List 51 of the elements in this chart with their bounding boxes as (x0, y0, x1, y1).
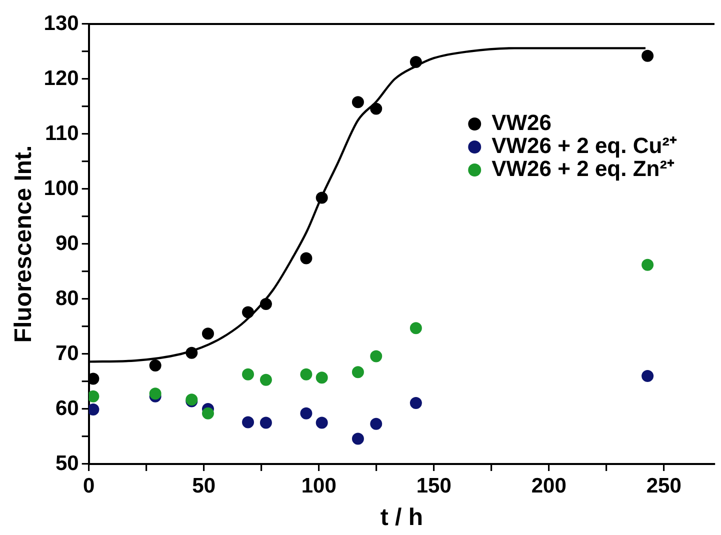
x-tick-label: 100 (301, 474, 336, 498)
x-axis-title: t / h (380, 504, 423, 532)
point (352, 432, 364, 445)
x-tick-label: 150 (416, 474, 452, 498)
point (88, 404, 100, 416)
y-tick-label: 60 (55, 396, 79, 420)
point (186, 346, 198, 359)
point (352, 96, 364, 108)
point (370, 102, 382, 115)
x-tick-label: 250 (646, 474, 682, 498)
point (88, 390, 100, 402)
point (300, 407, 312, 420)
point (242, 368, 254, 380)
point (202, 407, 214, 420)
point (316, 372, 328, 384)
point (642, 370, 654, 382)
y-tick-label: 120 (44, 66, 79, 90)
point (410, 396, 422, 409)
point (410, 56, 422, 68)
x-tick-label: 50 (192, 474, 216, 498)
point (300, 252, 312, 264)
point (242, 416, 254, 428)
point (642, 50, 654, 62)
y-tick-label: 50 (55, 452, 79, 475)
point (260, 298, 272, 310)
point (352, 366, 364, 378)
point (149, 388, 162, 400)
y-tick-label: 100 (44, 176, 79, 200)
point (370, 418, 382, 430)
point (260, 374, 272, 386)
legend-label: VW26 + 2 eq. Cu²⁺ (492, 133, 678, 158)
point (88, 372, 100, 385)
y-tick-label: 90 (55, 232, 79, 255)
x-tick-label: 200 (531, 474, 566, 498)
x-tick-label: 0 (82, 474, 95, 498)
legend-label: VW26 (492, 110, 552, 136)
point (242, 306, 254, 318)
y-tick-label: 70 (55, 342, 79, 365)
point (316, 192, 328, 204)
point (260, 416, 272, 429)
point (202, 328, 214, 340)
point (642, 258, 654, 271)
y-tick-label: 80 (55, 286, 79, 310)
point (300, 368, 312, 380)
point (149, 360, 162, 372)
point (410, 322, 422, 334)
y-axis-title: Fluorescence Int. (10, 145, 38, 343)
y-tick-label: 130 (44, 12, 79, 35)
y-tick-label: 110 (44, 122, 79, 145)
point (370, 350, 382, 362)
point (316, 416, 328, 429)
